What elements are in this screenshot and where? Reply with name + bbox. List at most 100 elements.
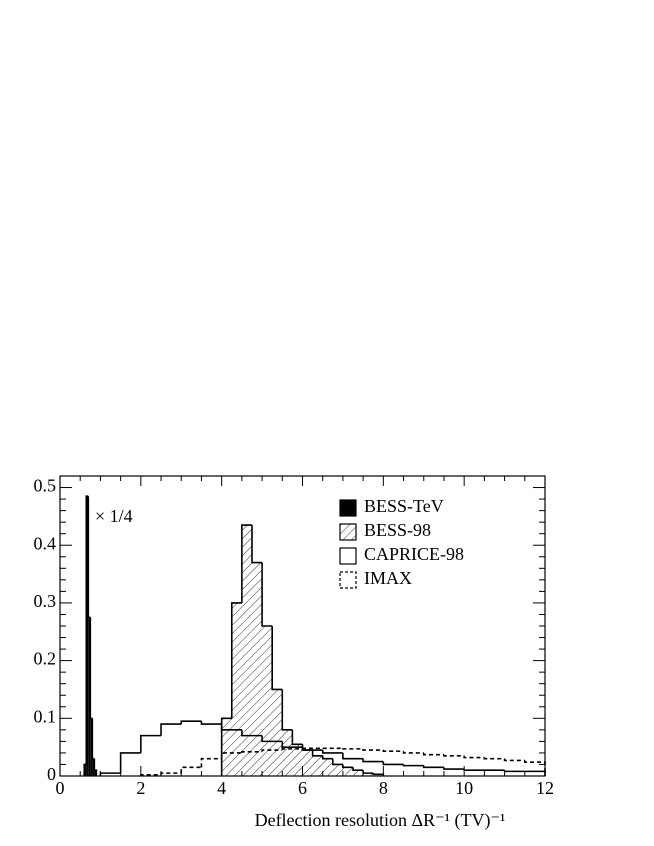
bar-outline <box>230 602 242 719</box>
bar-outline <box>301 744 313 751</box>
y-tick-label: 0.3 <box>34 591 57 611</box>
legend-label: BESS-98 <box>364 520 431 540</box>
legend-symbol <box>339 499 357 517</box>
bar-outline <box>160 723 182 736</box>
x-tick-label: 2 <box>136 778 145 798</box>
bar-outline <box>332 758 343 766</box>
legend-symbol <box>339 547 357 565</box>
bar-outline <box>261 749 283 752</box>
bar-outline <box>251 525 263 564</box>
bar-outline <box>261 735 283 743</box>
bar <box>282 729 293 776</box>
bar-outline <box>200 757 222 768</box>
bar <box>90 718 93 776</box>
bar <box>272 689 283 776</box>
bar <box>221 718 232 776</box>
bar-outline <box>281 748 303 751</box>
bar-outline <box>220 724 242 731</box>
x-tick-label: 12 <box>536 778 554 798</box>
bar-outline <box>443 767 465 770</box>
bar-outline <box>180 766 202 774</box>
bar <box>84 764 87 776</box>
bar-outline <box>422 765 444 769</box>
bar-outline <box>362 748 384 751</box>
bar-outline <box>241 750 263 753</box>
bar-outline <box>321 750 343 754</box>
bar-outline <box>200 721 222 725</box>
legend-label: IMAX <box>364 568 412 588</box>
bar-outline <box>342 752 364 760</box>
legend-symbol <box>339 571 357 589</box>
bar-outline <box>271 626 283 691</box>
bar <box>332 764 343 776</box>
bar-outline <box>301 747 323 750</box>
bar-outline <box>119 752 141 774</box>
bar <box>86 496 89 776</box>
bar-outline <box>362 770 374 774</box>
bar-outline <box>362 758 384 763</box>
bar-outline <box>321 755 333 760</box>
bar-outline <box>443 754 465 757</box>
x-tick-label: 8 <box>379 778 388 798</box>
bar <box>373 774 384 776</box>
bar-outline <box>241 729 263 737</box>
bar <box>251 562 263 776</box>
bar <box>231 602 242 776</box>
x-tick-label: 4 <box>217 778 226 798</box>
bar <box>262 626 273 776</box>
bar-outline <box>261 562 273 627</box>
y-tick-label: 0 <box>47 764 56 784</box>
legend-label: BESS-TeV <box>364 496 444 516</box>
bar-outline <box>83 763 87 776</box>
bar-outline <box>160 772 182 775</box>
bar-outline <box>483 757 505 760</box>
bar <box>92 758 95 776</box>
bar-outline <box>382 761 404 766</box>
bar-outline <box>402 764 424 767</box>
bar-outline <box>523 760 546 776</box>
bar-outline <box>91 718 95 760</box>
x-tick-label: 6 <box>298 778 307 798</box>
bar <box>292 744 303 776</box>
bar-outline <box>93 758 98 776</box>
bar-outline <box>85 495 89 765</box>
plot-frame <box>59 475 546 777</box>
x-tick-label: 0 <box>56 778 65 798</box>
y-tick-label: 0.5 <box>34 476 57 496</box>
bar-outline <box>291 729 303 746</box>
bar-outline <box>463 755 485 759</box>
bar-outline <box>382 750 404 752</box>
bar-outline <box>140 734 162 753</box>
bar <box>363 773 374 776</box>
bar-outline <box>422 752 444 756</box>
bar-outline <box>402 751 424 754</box>
bar-outline <box>281 741 303 748</box>
bar-outline <box>87 496 91 619</box>
bar-outline <box>89 617 93 720</box>
bar <box>342 767 354 776</box>
bar-outline <box>311 750 323 757</box>
y-tick-label: 0.2 <box>34 649 57 669</box>
bar <box>302 750 313 776</box>
bar <box>312 755 323 776</box>
bar-outline <box>220 752 242 759</box>
bar-outline <box>342 748 364 750</box>
bar-outline <box>503 758 525 762</box>
bar-outline <box>180 720 202 725</box>
x-tick-label: 10 <box>455 778 473 798</box>
legend-label: CAPRICE-98 <box>364 544 464 564</box>
y-tick-label: 0.4 <box>34 533 57 553</box>
bar-outline <box>463 769 485 772</box>
bar-outline <box>241 524 252 603</box>
y-tick-label: 0.1 <box>34 706 57 726</box>
bar-outline <box>352 767 364 772</box>
legend-symbol <box>339 523 357 541</box>
bar-outline <box>281 689 293 731</box>
bar <box>241 525 252 776</box>
bar <box>94 770 97 776</box>
bar <box>88 617 91 776</box>
x-axis-label: Deflection resolution ΔR⁻¹ (TV)⁻¹ <box>255 810 506 831</box>
bar-outline <box>342 764 354 769</box>
bar-outline <box>503 770 525 773</box>
